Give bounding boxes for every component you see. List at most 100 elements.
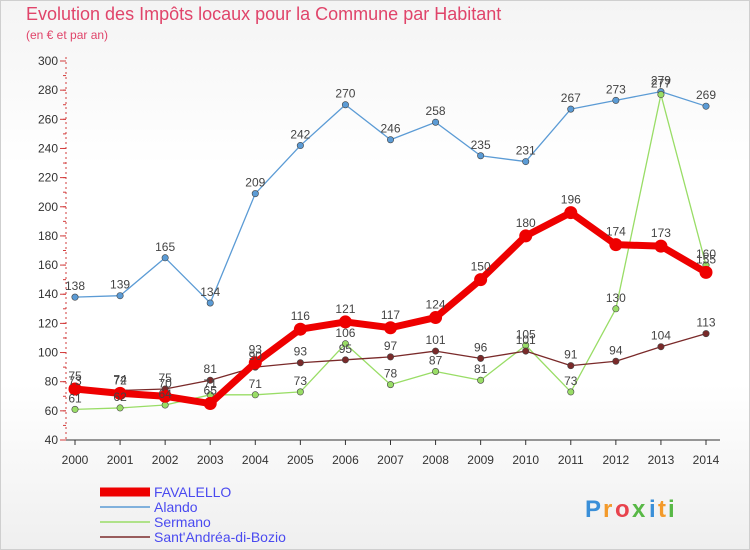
- data-point: [522, 347, 530, 355]
- data-point: [432, 367, 440, 375]
- x-tick-label: 2014: [693, 453, 720, 467]
- y-tick-label: 300: [38, 54, 58, 68]
- y-tick-label: 240: [38, 141, 58, 155]
- data-label: 75: [68, 369, 82, 383]
- data-point: [158, 389, 172, 403]
- data-label: 246: [380, 122, 400, 136]
- data-label: 173: [651, 226, 671, 240]
- data-label: 121: [335, 302, 355, 316]
- data-label: 75: [158, 371, 172, 385]
- data-label: 104: [651, 329, 671, 343]
- y-tick-label: 140: [38, 287, 58, 301]
- logo-letter: P: [585, 496, 601, 523]
- logo-letter: t: [658, 496, 666, 523]
- data-label: 93: [249, 343, 263, 357]
- x-tick-label: 2006: [332, 453, 359, 467]
- data-point: [612, 357, 620, 365]
- data-label: 93: [294, 345, 308, 359]
- data-label: 91: [564, 348, 578, 362]
- data-label: 81: [204, 362, 218, 376]
- y-tick-label: 280: [38, 83, 58, 97]
- chart-subtitle: (en € et par an): [26, 28, 109, 42]
- series-layer: [68, 88, 713, 413]
- data-point: [296, 359, 304, 367]
- data-point: [296, 142, 304, 150]
- data-point: [477, 376, 485, 384]
- data-point: [341, 340, 349, 348]
- data-label: 73: [564, 374, 578, 388]
- data-label: 165: [155, 240, 175, 254]
- data-point: [71, 405, 79, 413]
- x-tick-label: 2011: [558, 453, 584, 467]
- data-label: 106: [335, 326, 355, 340]
- series-sermano: [71, 91, 710, 413]
- data-label: 277: [651, 77, 671, 91]
- data-point: [612, 96, 620, 104]
- data-point: [341, 101, 349, 109]
- data-point: [116, 404, 124, 412]
- data-point: [474, 273, 488, 287]
- data-label: 113: [696, 316, 715, 330]
- data-label: 73: [68, 374, 82, 388]
- data-point: [386, 353, 394, 361]
- y-tick-label: 120: [38, 316, 58, 330]
- data-point: [384, 321, 397, 335]
- data-label: 231: [516, 144, 536, 158]
- data-point: [296, 388, 304, 396]
- data-point: [654, 239, 668, 253]
- x-tick-label: 2012: [603, 453, 630, 467]
- y-tick-label: 160: [38, 258, 58, 272]
- data-label: 101: [516, 333, 536, 347]
- data-point: [567, 362, 575, 370]
- y-tick-label: 80: [45, 375, 59, 389]
- data-label: 87: [429, 353, 443, 367]
- x-tick-label: 2008: [422, 453, 449, 467]
- x-tick-label: 2001: [107, 453, 134, 467]
- x-tick-label: 2013: [648, 453, 675, 467]
- data-labels-layer: 138 139 165 134 209 242 270 246 258 235 231 267 273 2…: [65, 74, 716, 406]
- data-label: 242: [290, 128, 310, 142]
- data-label: 71: [204, 377, 218, 391]
- chart-legend: FAVALELLOAlandoSermanoSant'Andréa-di-Boz…: [100, 484, 286, 545]
- data-point: [432, 347, 440, 355]
- data-point: [699, 265, 713, 279]
- x-tick-label: 2010: [512, 453, 539, 467]
- data-point: [567, 105, 575, 113]
- logo-letter: i: [649, 496, 656, 523]
- data-point: [113, 386, 127, 400]
- data-label: 96: [474, 340, 488, 354]
- legend-label: Alando: [154, 499, 198, 515]
- y-tick-label: 180: [38, 229, 58, 243]
- y-tick-label: 100: [38, 346, 58, 360]
- data-label: 174: [606, 225, 626, 239]
- data-label: 78: [384, 367, 398, 381]
- legend-label: Sermano: [154, 514, 211, 530]
- data-point: [206, 376, 214, 384]
- legend-label: FAVALELLO: [154, 484, 231, 500]
- data-label: 196: [561, 193, 581, 207]
- data-label: 267: [561, 91, 581, 105]
- y-tick-label: 260: [38, 112, 58, 126]
- data-label: 124: [426, 298, 446, 312]
- data-label: 105: [516, 327, 536, 341]
- data-point: [341, 356, 349, 364]
- data-point: [609, 238, 623, 252]
- data-label: 139: [110, 278, 130, 292]
- data-label: 138: [65, 279, 85, 293]
- data-point: [338, 315, 352, 329]
- data-label: 270: [335, 87, 355, 101]
- data-point: [248, 356, 262, 370]
- data-label: 134: [200, 285, 220, 299]
- data-label: 94: [609, 343, 623, 357]
- data-point: [432, 118, 440, 126]
- data-point: [567, 388, 575, 396]
- data-point: [161, 401, 169, 409]
- data-label: 279: [651, 74, 671, 88]
- data-point: [251, 190, 259, 198]
- data-label: 101: [426, 333, 446, 347]
- data-label: 150: [471, 260, 491, 274]
- data-point: [429, 311, 443, 325]
- legend-label: Sant'Andréa-di-Bozio: [154, 529, 286, 545]
